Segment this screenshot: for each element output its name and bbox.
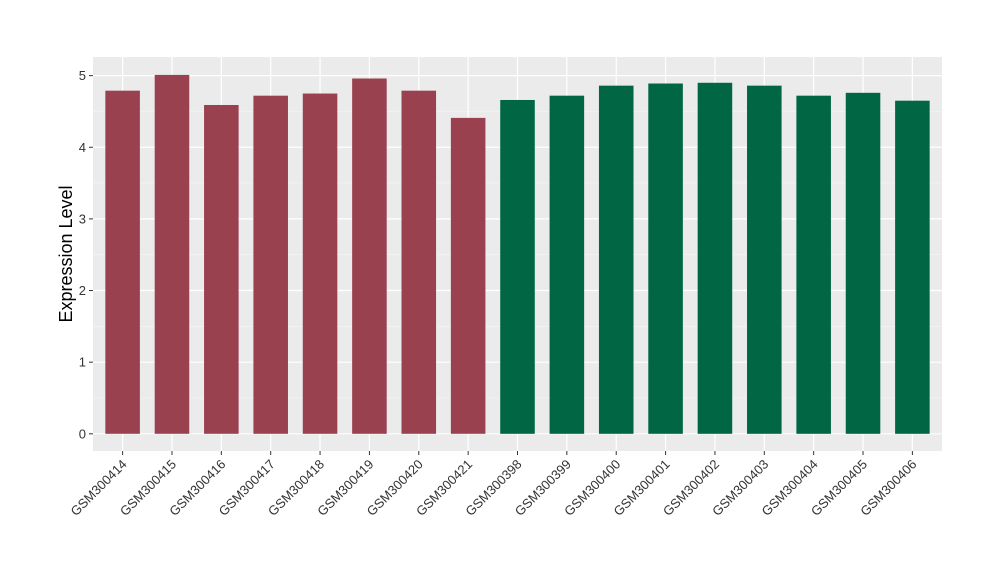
bar xyxy=(204,104,239,434)
bar xyxy=(796,95,831,434)
y-tick-label: 3 xyxy=(79,211,86,226)
bar xyxy=(895,100,930,434)
bar xyxy=(598,85,634,434)
bar xyxy=(352,78,387,434)
bar xyxy=(450,117,486,434)
bar xyxy=(549,95,585,434)
y-axis-title: Expression Level xyxy=(56,185,76,322)
y-tick-label: 4 xyxy=(79,140,86,155)
bar xyxy=(500,99,535,434)
bar xyxy=(401,90,437,434)
bar xyxy=(154,74,190,434)
bar xyxy=(302,93,338,434)
bar xyxy=(648,83,683,434)
bar xyxy=(845,92,881,434)
bar xyxy=(747,85,782,434)
y-tick-label: 5 xyxy=(79,68,86,83)
bar xyxy=(697,82,733,434)
bar xyxy=(253,95,288,434)
y-tick-label: 1 xyxy=(79,355,86,370)
y-tick-label: 2 xyxy=(79,283,86,298)
bar xyxy=(105,90,140,434)
y-tick-label: 0 xyxy=(79,426,86,441)
